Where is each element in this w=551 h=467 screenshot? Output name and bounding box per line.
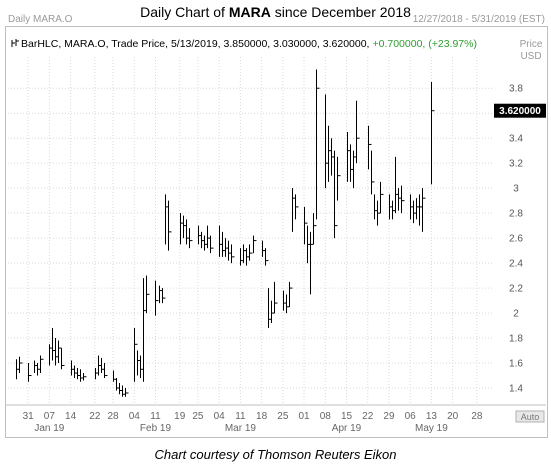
hlc-bar [356, 100, 360, 164]
x-tick-label: 28 [471, 411, 483, 422]
y-tick-label: 1.8 [509, 334, 523, 345]
legend-line: BarHLC, MARA.O, Trade Price, 5/13/2019, … [21, 38, 369, 50]
x-tick-layer: 31 07 14 22 28 04 11 19 25 04 11 18 25 01 08 15 22 29 06 13… [23, 411, 483, 434]
hlc-bar [189, 228, 193, 249]
x-tick-label: 11 [235, 411, 246, 422]
bar-hlc-icon [11, 39, 19, 47]
legend-change: +0.700000, (+23.97%) [372, 38, 477, 50]
hlc-bar [334, 150, 338, 239]
x-month-label: Mar 19 [225, 423, 257, 434]
hlc-bar [313, 213, 317, 245]
x-tick-label: 19 [174, 411, 186, 422]
hlc-bar [231, 244, 235, 264]
x-tick-label: 04 [214, 411, 226, 422]
hlc-bar [422, 188, 426, 232]
hlc-bar [337, 156, 341, 201]
y-tick-label: 3.2 [509, 159, 523, 170]
chart-title: Daily Chart of MARA since December 2018 [0, 4, 551, 20]
hlc-bar [316, 69, 320, 220]
hlc-bar [125, 388, 129, 397]
x-tick-label: 25 [277, 411, 289, 422]
legend-text: BarHLC, MARA.O, Trade Price, 5/13/2019, … [21, 38, 477, 50]
x-tick-label: 31 [23, 411, 35, 422]
hlc-bar [431, 81, 435, 185]
price-axis-title: Price [520, 39, 543, 50]
x-month-label: Feb 19 [140, 423, 172, 434]
title-prefix: Daily Chart of [140, 4, 229, 20]
y-tick-label: 2.8 [509, 209, 523, 220]
x-tick-label: 29 [383, 411, 395, 422]
hlc-bar [274, 281, 278, 314]
last-price-box [494, 103, 546, 118]
y-tick-label: 3.4 [509, 134, 523, 145]
hlc-bar [371, 150, 375, 195]
hlc-bar [401, 185, 405, 214]
chart-caption: Chart courtesy of Thomson Reuters Eikon [154, 447, 397, 462]
hlc-bar [134, 328, 138, 382]
x-month-label: Apr 19 [332, 423, 362, 434]
chart-panel: Daily MARA.O 12/27/2018 - 5/31/2019 (EST… [5, 14, 548, 438]
x-tick-label: 08 [320, 411, 332, 422]
hlc-bar [380, 181, 384, 214]
panel-date-range: 12/27/2018 - 5/31/2019 (EST) [412, 14, 545, 25]
hlc-bar [40, 355, 44, 374]
x-tick-label: 14 [65, 411, 77, 422]
y-tick-label: 2.2 [509, 284, 523, 295]
x-month-label: Jan 19 [34, 423, 64, 434]
hlc-bar [265, 248, 269, 266]
x-tick-label: 04 [129, 411, 141, 422]
hlc-bar [304, 206, 308, 245]
hlc-bar [61, 348, 65, 370]
y-tick-label: 2.4 [509, 259, 523, 270]
y-tick-label: 1.6 [509, 359, 523, 370]
hlc-bar [155, 280, 159, 316]
hlc-bar [289, 281, 293, 307]
y-tick-label: 2.6 [509, 234, 523, 245]
hlc-bar [249, 244, 253, 261]
y-tick-layer: 1.41.61.822.22.42.62.833.23.43.63.8 [509, 84, 523, 395]
x-tick-label: 13 [426, 411, 438, 422]
last-price-marker: 3.620000 [494, 103, 546, 118]
hlc-bar [295, 194, 299, 220]
chart-svg: BarHLC, MARA.O, Trade Price, 5/13/2019, … [6, 38, 546, 434]
y-tick-label: 3 [513, 184, 519, 195]
y-tick-label: 2 [513, 309, 519, 320]
auto-scale-button[interactable]: Auto [515, 410, 545, 423]
auto-button-box[interactable] [515, 410, 545, 423]
x-tick-label: 18 [256, 411, 268, 422]
hlc-bar [19, 356, 23, 374]
x-month-label: May 19 [415, 423, 448, 434]
hlc-bar [104, 363, 108, 379]
last-price-label: 3.620000 [499, 106, 541, 117]
hlc-bar [168, 200, 172, 251]
x-tick-label: 06 [405, 411, 417, 422]
grid-layer [8, 57, 492, 403]
x-tick-label: 01 [299, 411, 311, 422]
title-ticker: MARA [228, 4, 271, 20]
x-tick-label: 22 [362, 411, 374, 422]
hlc-bar [210, 235, 214, 254]
x-tick-label: 20 [447, 411, 459, 422]
hlc-bar [368, 125, 372, 170]
hlc-bar [83, 373, 87, 381]
bar-layer [16, 69, 435, 397]
panel-symbol: Daily MARA.O [8, 14, 73, 25]
x-tick-label: 28 [107, 411, 119, 422]
hlc-bar [28, 363, 32, 382]
x-tick-label: 15 [341, 411, 353, 422]
hlc-bar [162, 288, 166, 304]
auto-button-label[interactable]: Auto [521, 412, 540, 422]
x-tick-label: 11 [150, 411, 161, 422]
hlc-bar [146, 275, 150, 314]
title-suffix: since December 2018 [270, 4, 411, 20]
hlc-bar [253, 235, 257, 254]
x-tick-label: 22 [89, 411, 101, 422]
y-tick-label: 3.8 [509, 84, 523, 95]
currency-axis-title: USD [520, 51, 541, 62]
x-tick-label: 07 [44, 411, 56, 422]
x-tick-label: 25 [192, 411, 204, 422]
y-tick-label: 1.4 [509, 384, 523, 395]
